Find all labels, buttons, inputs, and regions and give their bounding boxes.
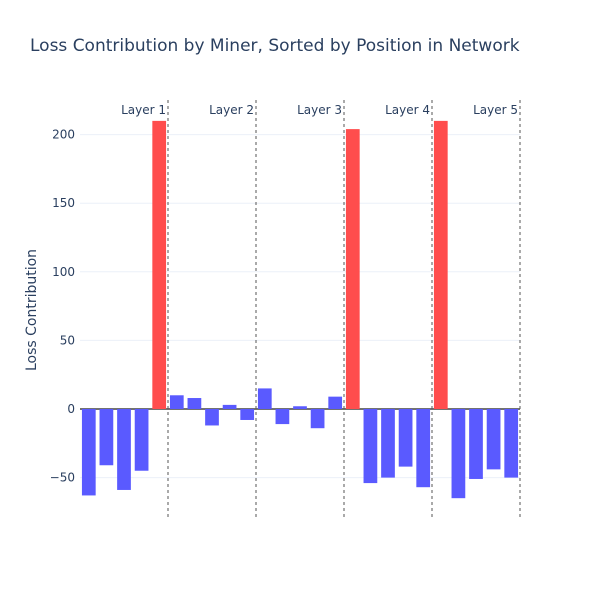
bar[interactable]: [451, 409, 466, 499]
bar-highlight[interactable]: [345, 129, 360, 409]
y-tick-label: 100: [52, 265, 75, 279]
bar[interactable]: [504, 409, 519, 478]
bar[interactable]: [469, 409, 483, 479]
y-tick-label: 50: [60, 333, 75, 347]
bars-layer: [81, 120, 519, 499]
bar[interactable]: [486, 409, 501, 470]
bar[interactable]: [205, 409, 219, 426]
bar[interactable]: [169, 395, 184, 409]
bar[interactable]: [398, 409, 413, 467]
bar[interactable]: [416, 409, 431, 488]
bar[interactable]: [99, 409, 114, 466]
layer-label-layer: Layer 1 Layer 2 Layer 3 Layer 4 Layer 5: [121, 103, 518, 117]
y-tick-label: 200: [52, 128, 75, 142]
layer-label: Layer 4: [385, 103, 430, 117]
bar[interactable]: [240, 409, 255, 420]
bar-highlight[interactable]: [152, 120, 167, 409]
layer-divider-layer: [167, 100, 521, 520]
bar[interactable]: [134, 409, 149, 471]
layer-label: Layer 3: [297, 103, 342, 117]
bar[interactable]: [293, 406, 307, 409]
bar[interactable]: [310, 409, 325, 429]
chart-title: Loss Contribution by Miner, Sorted by Po…: [30, 36, 520, 56]
bar[interactable]: [381, 409, 395, 478]
layer-label: Layer 2: [209, 103, 254, 117]
y-tick-label: −50: [50, 471, 75, 485]
y-axis-title: Loss Contribution: [24, 249, 40, 371]
y-tick-label: 150: [52, 196, 75, 210]
layer-label: Layer 1: [121, 103, 166, 117]
bar-highlight[interactable]: [433, 120, 448, 409]
bar[interactable]: [257, 388, 272, 409]
bar[interactable]: [275, 409, 290, 425]
bar[interactable]: [117, 409, 131, 490]
y-tick-layer: −50 0 50 100 150 200: [50, 128, 75, 485]
y-tick-label: 0: [67, 402, 75, 416]
bar[interactable]: [328, 396, 343, 409]
layer-label: Layer 5: [473, 103, 518, 117]
bar[interactable]: [187, 398, 202, 409]
bar[interactable]: [222, 404, 237, 409]
bar[interactable]: [363, 409, 378, 484]
bar[interactable]: [81, 409, 96, 496]
